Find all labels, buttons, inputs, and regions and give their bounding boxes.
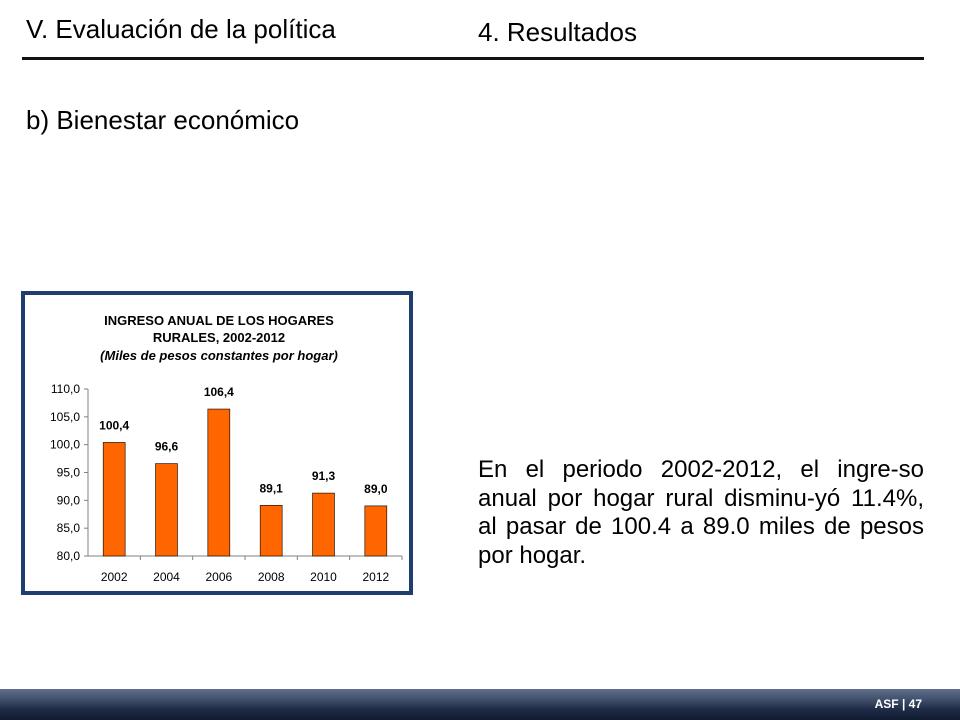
bar [155,463,178,557]
data-label: 91,3 [312,469,336,483]
chart-frame: INGRESO ANUAL DE LOS HOGARES RURALES, 20… [21,291,413,595]
y-tick-label: 100,0 [50,438,80,452]
slide-subtitle: b) Bienestar económico [26,105,300,135]
footer-page-label: ASF | 47 [874,697,922,711]
chart-subtitle: (Miles de pesos constantes por hogar) [100,348,338,363]
data-label: 89,0 [364,482,388,496]
y-tick-label: 80,0 [57,549,81,563]
y-tick-label: 90,0 [57,493,81,507]
data-label: 96,6 [155,440,179,454]
data-label: 89,1 [259,481,283,495]
y-tick-label: 95,0 [57,466,81,480]
y-tick-label: 85,0 [57,521,81,535]
data-label: 100,4 [99,418,129,432]
bar [259,505,283,557]
bar [102,442,126,557]
bar [207,408,231,557]
subsection-title: 4. Resultados [478,17,637,47]
x-tick-label: 2010 [310,570,337,584]
y-tick-label: 105,0 [50,410,80,424]
x-tick-label: 2006 [205,570,232,584]
results-paragraph: En el periodo 2002-2012, el ingre-so anu… [478,456,924,569]
section-title: V. Evaluación de la política [26,14,336,44]
chart-plot-area: 80,0 85,0 90,0 95,0 100,0 105,0 110,0 100,4 2002… [50,382,403,584]
chart-title-line1: INGRESO ANUAL DE LOS HOGARES [104,313,334,328]
income-bar-chart: INGRESO ANUAL DE LOS HOGARES RURALES, 20… [50,313,403,584]
bar [364,505,388,557]
x-tick-label: 2008 [258,570,285,584]
chart-title-line2: RURALES, 2002-2012 [153,330,285,345]
footer-bar: ASF | 47 [0,689,960,720]
bar [312,492,335,557]
x-tick-label: 2012 [362,570,389,584]
y-tick-label: 110,0 [51,382,80,396]
header-divider [22,57,924,60]
x-tick-label: 2004 [153,570,180,584]
data-label: 106,4 [204,385,234,399]
x-tick-label: 2002 [101,570,128,584]
